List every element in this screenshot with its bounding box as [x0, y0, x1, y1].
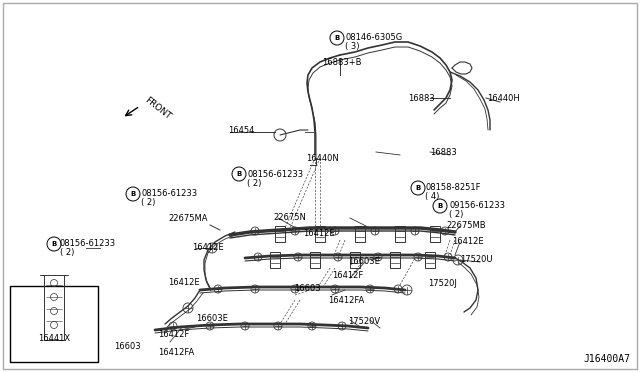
Text: 16603E: 16603E: [348, 257, 380, 266]
Text: 08146-6305G: 08146-6305G: [345, 33, 403, 42]
Text: 16603: 16603: [294, 284, 321, 293]
Text: 22675MB: 22675MB: [446, 221, 486, 230]
Text: 16412F: 16412F: [332, 271, 364, 280]
Text: 22675MA: 22675MA: [168, 214, 207, 223]
Text: 09156-61233: 09156-61233: [449, 201, 505, 210]
Text: 16412F: 16412F: [158, 330, 189, 339]
Bar: [355, 226, 365, 242]
Text: 16441X: 16441X: [38, 334, 70, 343]
Text: ( 2): ( 2): [60, 248, 74, 257]
Text: 16412E: 16412E: [168, 278, 200, 287]
Text: 16440N: 16440N: [306, 154, 339, 163]
Text: 16883+B: 16883+B: [322, 58, 362, 67]
Bar: [315, 226, 325, 242]
Text: 22675N: 22675N: [273, 213, 306, 222]
Text: 16412E: 16412E: [452, 237, 484, 246]
Text: B: B: [236, 171, 242, 177]
Bar: [270, 252, 280, 268]
Text: B: B: [51, 241, 56, 247]
Text: 16412FA: 16412FA: [328, 296, 364, 305]
Text: ( 4): ( 4): [425, 192, 440, 201]
Bar: [425, 252, 435, 268]
Text: 08156-61233: 08156-61233: [141, 189, 197, 198]
Text: J16400A7: J16400A7: [583, 354, 630, 364]
Text: ( 2): ( 2): [247, 179, 261, 188]
Text: FRONT: FRONT: [143, 95, 173, 121]
Text: 08156-61233: 08156-61233: [60, 239, 116, 248]
Text: 17520J: 17520J: [428, 279, 457, 288]
Text: 16883: 16883: [408, 94, 435, 103]
Text: B: B: [131, 191, 136, 197]
Text: ( 2): ( 2): [141, 198, 156, 207]
Text: 16412E: 16412E: [303, 229, 335, 238]
Text: 08156-61233: 08156-61233: [247, 170, 303, 179]
Text: 16603E: 16603E: [196, 314, 228, 323]
Bar: [395, 226, 405, 242]
Text: B: B: [415, 185, 420, 191]
Text: 16603: 16603: [114, 342, 141, 351]
Text: 16412E: 16412E: [192, 243, 223, 252]
Bar: [430, 226, 440, 242]
Text: B: B: [437, 203, 443, 209]
Text: 16440H: 16440H: [487, 94, 520, 103]
Text: ( 2): ( 2): [449, 210, 463, 219]
Text: B: B: [334, 35, 340, 41]
Text: 08158-8251F: 08158-8251F: [425, 183, 481, 192]
Text: 17520V: 17520V: [348, 317, 380, 326]
Bar: [310, 252, 320, 268]
Bar: [350, 252, 360, 268]
Text: ( 3): ( 3): [345, 42, 360, 51]
Text: 16412FA: 16412FA: [158, 348, 195, 357]
Text: 16883: 16883: [430, 148, 457, 157]
Text: 17520U: 17520U: [460, 255, 493, 264]
Text: 16454: 16454: [228, 126, 254, 135]
Bar: [390, 252, 400, 268]
Bar: [10, 286, 98, 362]
Bar: [275, 226, 285, 242]
